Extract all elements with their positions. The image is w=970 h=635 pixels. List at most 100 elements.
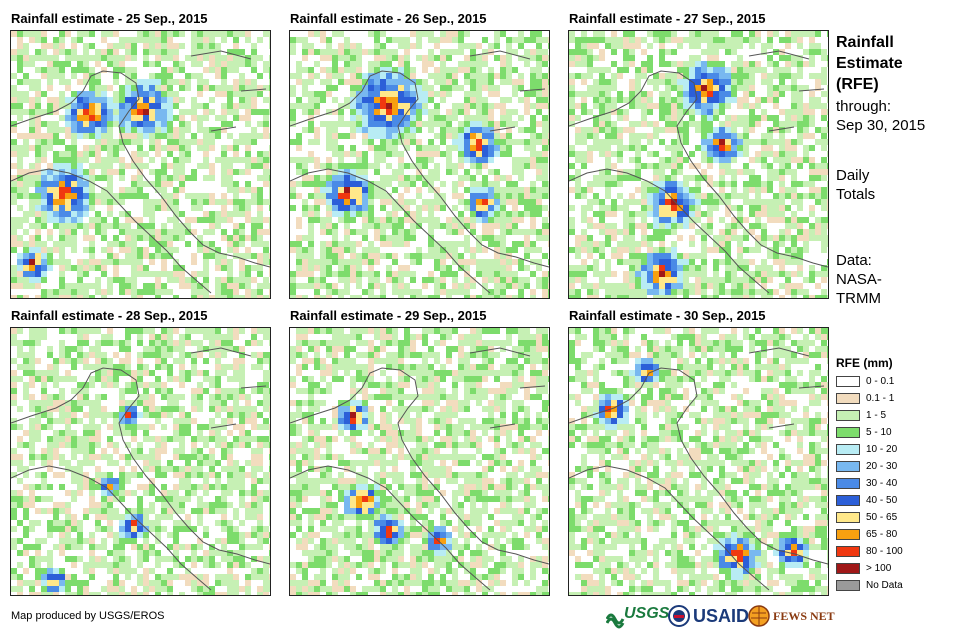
- coastline: [11, 168, 212, 294]
- legend-label: 30 - 40: [866, 478, 898, 489]
- panel-title-sep26: Rainfall estimate - 26 Sep., 2015: [290, 11, 487, 26]
- rainfall-map-sep27: [568, 30, 829, 299]
- legend-item: > 100: [836, 562, 891, 575]
- island-outlines: [469, 347, 546, 429]
- legend-label: 0.1 - 1: [866, 393, 895, 404]
- usaid-logo: USAID: [668, 603, 749, 629]
- side-title-line2: Estimate: [836, 55, 903, 72]
- legend-item: 80 - 100: [836, 545, 903, 558]
- coastline: [290, 367, 549, 565]
- panel-title-sep27: Rainfall estimate - 27 Sep., 2015: [569, 11, 766, 26]
- legend-item: 50 - 65: [836, 511, 897, 524]
- totals-line2: Totals: [836, 186, 876, 203]
- rainfall-grid: [290, 328, 549, 595]
- legend-label: 50 - 65: [866, 512, 898, 523]
- island-outlines: [748, 50, 825, 132]
- legend-swatch: [836, 410, 860, 421]
- side-title-line1: Rainfall: [836, 34, 894, 51]
- panel-title-sep25: Rainfall estimate - 25 Sep., 2015: [11, 11, 208, 26]
- legend-label: 65 - 80: [866, 529, 898, 540]
- usgs-logo-text: USGS: [624, 605, 670, 622]
- legend-swatch: [836, 546, 860, 557]
- legend-label: 5 - 10: [866, 427, 892, 438]
- usgs-logo-mark: [606, 613, 625, 629]
- legend-label: No Data: [866, 580, 903, 591]
- fewsnet-globe-icon: [748, 605, 770, 627]
- through-label: through:: [836, 98, 892, 115]
- usaid-logo-text: USAID: [693, 605, 750, 626]
- legend-item: 40 - 50: [836, 494, 897, 507]
- island-outlines: [190, 50, 267, 132]
- totals-line1: Daily: [836, 167, 870, 184]
- legend-item: 10 - 20: [836, 443, 897, 456]
- legend-swatch: [836, 444, 860, 455]
- coastline: [569, 465, 770, 591]
- island-outlines: [469, 50, 546, 132]
- rainfall-grid: [569, 328, 828, 595]
- data-line3: TRMM: [836, 290, 881, 307]
- panel-title-sep30: Rainfall estimate - 30 Sep., 2015: [569, 308, 766, 323]
- panel-title-sep28: Rainfall estimate - 28 Sep., 2015: [11, 308, 208, 323]
- rainfall-map-sep26: [289, 30, 550, 299]
- legend-item: 0 - 0.1: [836, 375, 894, 388]
- legend-swatch: [836, 563, 860, 574]
- legend-swatch: [836, 478, 860, 489]
- legend-label: 80 - 100: [866, 546, 903, 557]
- coastline: [290, 168, 491, 294]
- legend-swatch: [836, 512, 860, 523]
- legend-label: 10 - 20: [866, 444, 898, 455]
- through-block: through: Sep 30, 2015: [836, 97, 925, 135]
- legend-swatch: [836, 393, 860, 404]
- legend-label: > 100: [866, 563, 892, 574]
- legend-title: RFE (mm): [836, 356, 893, 370]
- legend-item: 30 - 40: [836, 477, 897, 490]
- totals-block: Daily Totals: [836, 166, 875, 204]
- rainfall-map-sep29: [289, 327, 550, 596]
- rainfall-grid: [11, 31, 270, 298]
- fewsnet-logo: FEWS NET: [748, 603, 835, 629]
- coastline: [11, 465, 212, 591]
- credit-text: Map produced by USGS/EROS: [11, 610, 165, 622]
- rainfall-map-sep25: [10, 30, 271, 299]
- data-line1: Data:: [836, 252, 872, 269]
- coastline: [569, 168, 770, 294]
- usaid-seal-icon: [668, 605, 690, 627]
- legend-swatch: [836, 529, 860, 540]
- legend-item: 0.1 - 1: [836, 392, 894, 405]
- legend-swatch: [836, 376, 860, 387]
- side-title-line3: (RFE): [836, 76, 879, 93]
- legend-label: 1 - 5: [866, 410, 887, 421]
- rainfall-grid: [11, 328, 270, 595]
- coastline: [569, 70, 828, 268]
- legend-label: 40 - 50: [866, 495, 898, 506]
- rainfall-map-sep30: [568, 327, 829, 596]
- coastline: [290, 465, 491, 591]
- island-outlines: [190, 347, 267, 429]
- coastline: [11, 70, 270, 268]
- coastline: [290, 70, 549, 268]
- legend-item: 1 - 5: [836, 409, 886, 422]
- legend-swatch: [836, 427, 860, 438]
- coastline: [11, 367, 270, 565]
- rainfall-grid: [290, 31, 549, 298]
- legend-swatch: [836, 495, 860, 506]
- data-line2: NASA-: [836, 271, 882, 288]
- data-source-block: Data: NASA- TRMM: [836, 251, 882, 308]
- fewsnet-logo-text: FEWS NET: [773, 608, 835, 623]
- through-date: Sep 30, 2015: [836, 117, 926, 134]
- side-title: Rainfall Estimate (RFE): [836, 32, 903, 95]
- legend-item: 20 - 30: [836, 460, 897, 473]
- legend-label: 20 - 30: [866, 461, 898, 472]
- legend-item: No Data: [836, 579, 903, 592]
- legend-swatch: [836, 580, 860, 591]
- legend-item: 65 - 80: [836, 528, 897, 541]
- panel-title-sep29: Rainfall estimate - 29 Sep., 2015: [290, 308, 487, 323]
- legend-swatch: [836, 461, 860, 472]
- island-outlines: [748, 347, 825, 429]
- legend-label: 0 - 0.1: [866, 376, 895, 387]
- coastline: [569, 367, 828, 565]
- legend-item: 5 - 10: [836, 426, 892, 439]
- rainfall-map-sep28: [10, 327, 271, 596]
- usgs-logo: USGS: [606, 603, 669, 629]
- rainfall-grid: [569, 31, 828, 298]
